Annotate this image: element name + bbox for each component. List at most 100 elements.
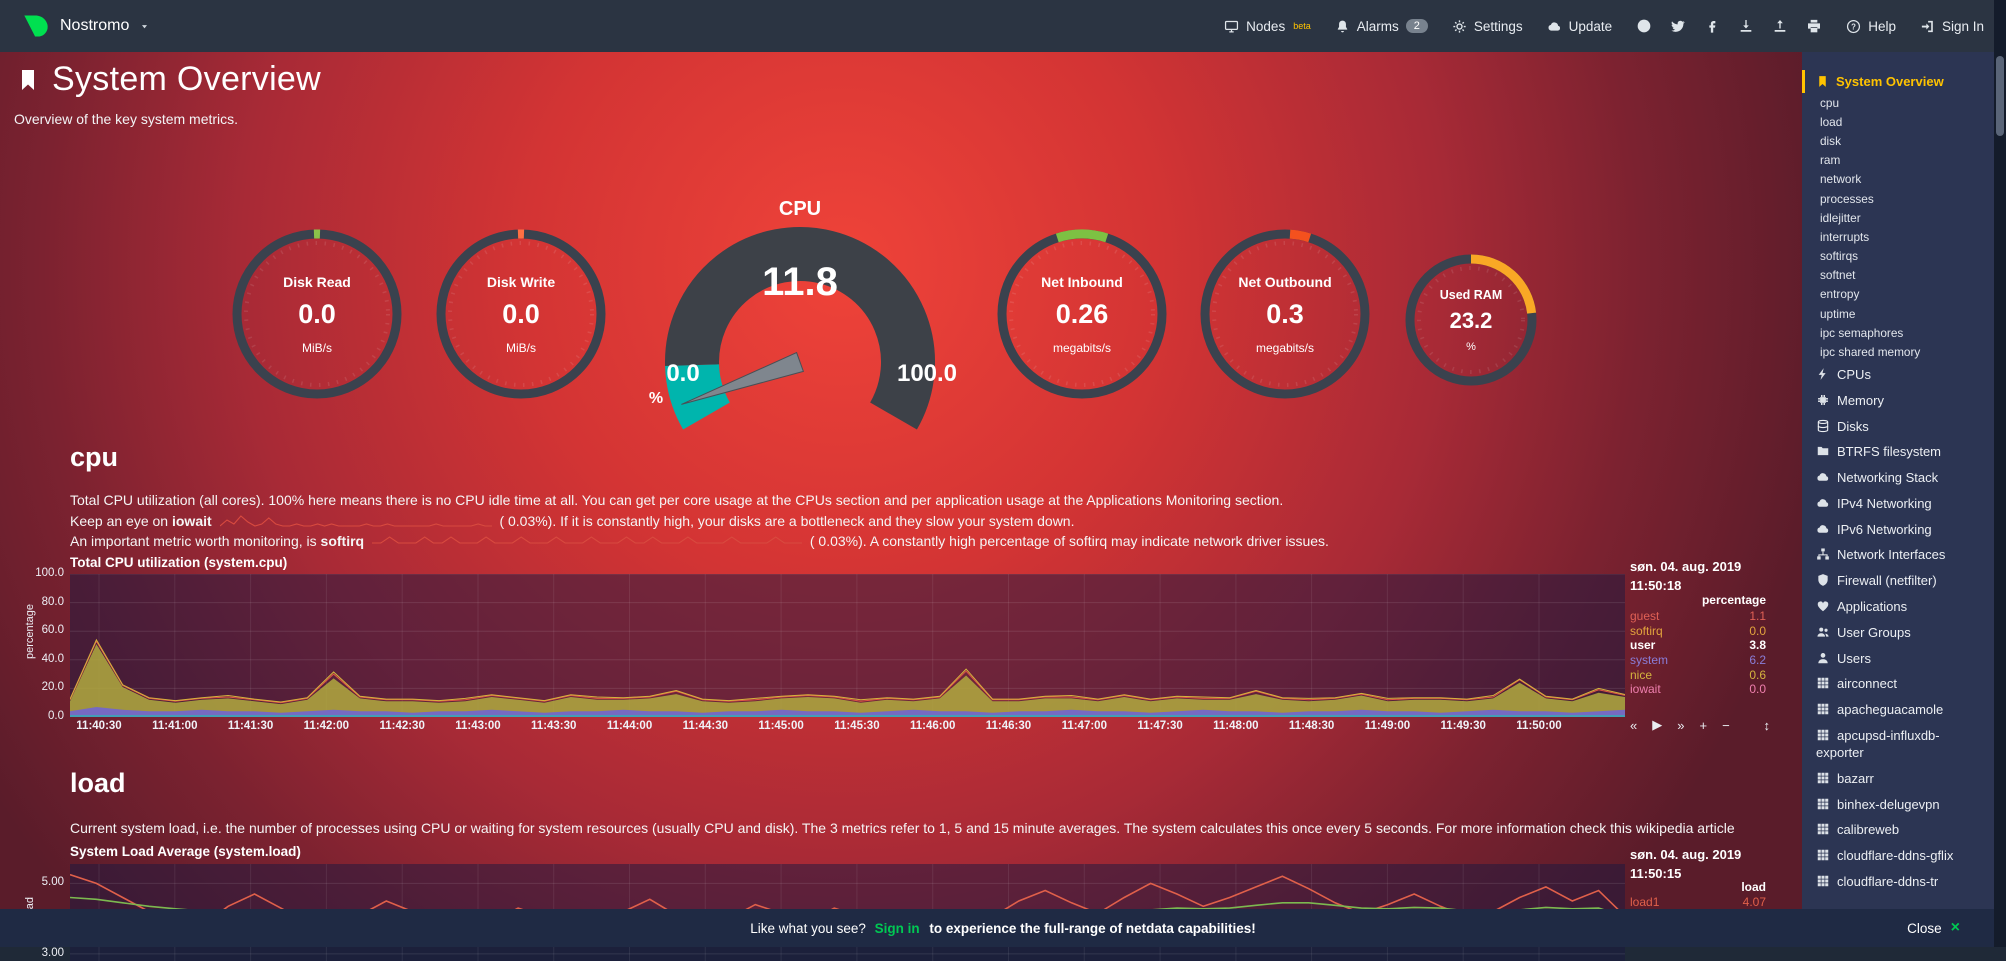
legend-name: iowait: [1630, 682, 1661, 697]
sidebar-item-network[interactable]: network: [1820, 172, 1862, 187]
sidebar-item-ipc-semaphores[interactable]: ipc semaphores: [1820, 325, 1904, 340]
sidebar-item-entropy[interactable]: entropy: [1820, 287, 1860, 302]
bookmark-icon: [16, 65, 40, 95]
zoom-out-icon[interactable]: −: [1722, 717, 1730, 733]
cpu-chart-plot[interactable]: [70, 574, 1625, 717]
sidebar-item-applications[interactable]: Applications: [1802, 594, 1994, 620]
iowait-sparkline[interactable]: [219, 514, 492, 529]
sidebar-item-uptime[interactable]: uptime: [1820, 306, 1856, 321]
scrollbar[interactable]: [1994, 0, 2006, 947]
alarms-button[interactable]: Alarms 2: [1335, 19, 1428, 34]
sidebar-item-interrupts[interactable]: interrupts: [1820, 229, 1870, 244]
legend-name: load1: [1630, 895, 1660, 909]
sidebar-item-apcupsd-influxdb-exporter[interactable]: apcupsd-influxdb-exporter: [1802, 723, 1994, 766]
gauge-cpu[interactable]: CPU 11.8 0.0 100.0 %: [620, 198, 980, 442]
legend-value: 4.07: [1742, 895, 1766, 909]
legend-row-softirq[interactable]: softirq 0.0: [1630, 624, 1766, 639]
cpu-chart-datetime: søn. 04. aug. 2019 11:50:18: [1630, 559, 1742, 593]
sidebar-item-label: binhex-delugevpn: [1837, 796, 1940, 812]
sidebar-sublist: cpu load disk ram network processes idlejitter…: [1802, 93, 1994, 362]
legend-row-system[interactable]: system 6.2: [1630, 653, 1766, 668]
sidebar-item-disks[interactable]: Disks: [1802, 413, 1994, 439]
cpu-gauge-value: 11.8: [762, 260, 838, 304]
footer-close-button[interactable]: Close ×: [1907, 919, 1960, 936]
sidebar-item-network-interfaces[interactable]: Network Interfaces: [1802, 542, 1994, 568]
gauge-used-ram[interactable]: Used RAM 23.2%: [1401, 250, 1541, 390]
cloud-icon: [1816, 522, 1830, 536]
sidebar-item-firewall-netfilter-[interactable]: Firewall (netfilter): [1802, 568, 1994, 594]
sidebar-item-processes[interactable]: processes: [1820, 191, 1874, 206]
sidebar-item-btrfs-filesystem[interactable]: BTRFS filesystem: [1802, 439, 1994, 465]
gauge-disk-read[interactable]: Disk Read 0.0 MiB/s: [228, 225, 406, 403]
legend-row-nice[interactable]: nice 0.6: [1630, 668, 1766, 683]
sidebar-item-cloudflare-ddns-gflix[interactable]: cloudflare-ddns-gflix: [1802, 843, 1994, 869]
sidebar-item-label: apacheguacamole: [1837, 702, 1944, 718]
print-icon[interactable]: [1806, 18, 1822, 34]
legend-value: 3.8: [1749, 638, 1766, 653]
facebook-icon[interactable]: [1704, 18, 1720, 34]
update-button[interactable]: Update: [1547, 19, 1612, 34]
sidebar-item-networking-stack[interactable]: Networking Stack: [1802, 465, 1994, 491]
sidebar-item-calibreweb[interactable]: calibreweb: [1802, 817, 1994, 843]
twitter-icon[interactable]: [1670, 18, 1686, 34]
help-button[interactable]: Help: [1846, 19, 1896, 34]
sidebar-item-idlejitter[interactable]: idlejitter: [1820, 210, 1861, 225]
grid-icon: [1816, 702, 1830, 716]
sidebar-item-users[interactable]: Users: [1802, 645, 1994, 671]
sidebar-item-ram[interactable]: ram: [1820, 153, 1841, 168]
sidebar-item-user-groups[interactable]: User Groups: [1802, 619, 1994, 645]
sidebar-item-label: calibreweb: [1837, 822, 1900, 838]
axis-label: 11:45:30: [834, 720, 880, 732]
axis-label: 80.0: [41, 595, 64, 608]
node-selector[interactable]: Nostromo: [22, 12, 150, 40]
play-icon[interactable]: ▶: [1652, 717, 1663, 732]
gauge-net-inbound[interactable]: Net Inbound 0.26 megabits/s: [993, 225, 1171, 403]
gauge-net-outbound[interactable]: Net Outbound 0.3 megabits/s: [1196, 225, 1374, 403]
sidebar-item-disk[interactable]: disk: [1820, 133, 1841, 148]
signin-button[interactable]: Sign In: [1920, 19, 1984, 34]
footer-signin-link[interactable]: Sign in: [874, 920, 920, 936]
sidebar-item-softirqs[interactable]: softirqs: [1820, 249, 1859, 264]
axis-label: 11:44:30: [682, 720, 729, 732]
import-icon[interactable]: [1738, 18, 1754, 34]
zoom-in-icon[interactable]: +: [1699, 717, 1708, 733]
sidebar-item-bazarr[interactable]: bazarr: [1802, 765, 1994, 791]
settings-button[interactable]: Settings: [1452, 19, 1523, 34]
gauge-disk-write[interactable]: Disk Write 0.0 MiB/s: [432, 225, 610, 403]
cpu-chart-units: percentage: [1701, 593, 1766, 607]
beta-tag: beta: [1293, 21, 1311, 31]
cpu-gauge-arc: [665, 227, 935, 430]
sidebar-item-load[interactable]: load: [1820, 114, 1843, 129]
sidebar-item-cpu[interactable]: cpu: [1820, 95, 1840, 110]
gauge-unit: MiB/s: [506, 340, 536, 355]
pan-left-icon[interactable]: «: [1630, 717, 1638, 733]
grid-icon: [1816, 822, 1830, 836]
sidebar-item-ipv6-networking[interactable]: IPv6 Networking: [1802, 516, 1994, 542]
sidebar-item-cpus[interactable]: CPUs: [1802, 362, 1994, 388]
sidebar-item-memory[interactable]: Memory: [1802, 387, 1994, 413]
sidebar-item-softnet[interactable]: softnet: [1820, 268, 1856, 283]
page-title: System Overview: [52, 60, 321, 98]
softirq-sparkline[interactable]: [371, 535, 802, 550]
sidebar-item-cloudflare-ddns-tr[interactable]: cloudflare-ddns-tr: [1802, 868, 1994, 894]
pan-right-icon[interactable]: »: [1677, 717, 1685, 733]
gauge-ring: [1405, 254, 1537, 386]
legend-row-iowait[interactable]: iowait 0.0: [1630, 682, 1766, 697]
sidebar-item-system-overview[interactable]: System Overview: [1802, 70, 1994, 93]
github-icon[interactable]: [1636, 18, 1652, 34]
legend-row-load1[interactable]: load1 4.07: [1630, 895, 1766, 910]
legend-row-guest[interactable]: guest 1.1: [1630, 609, 1766, 624]
resize-icon[interactable]: ↕: [1763, 717, 1771, 733]
legend-row-user[interactable]: user 3.8: [1630, 638, 1766, 653]
sidebar-item-label: Applications: [1837, 599, 1908, 615]
sidebar-item-ipc-shared-memory[interactable]: ipc shared memory: [1820, 345, 1921, 360]
sidebar-item-ipv4-networking[interactable]: IPv4 Networking: [1802, 491, 1994, 517]
export-icon[interactable]: [1772, 18, 1788, 34]
sidebar-item-binhex-delugevpn[interactable]: binhex-delugevpn: [1802, 791, 1994, 817]
alarms-count-badge: 2: [1405, 19, 1428, 33]
axis-label: 3.00: [41, 946, 64, 959]
sidebar-item-apacheguacamole[interactable]: apacheguacamole: [1802, 697, 1994, 723]
sidebar-item-airconnect[interactable]: airconnect: [1802, 671, 1994, 697]
nodes-button[interactable]: Nodes beta: [1224, 19, 1311, 34]
scrollbar-thumb[interactable]: [1996, 56, 2004, 136]
